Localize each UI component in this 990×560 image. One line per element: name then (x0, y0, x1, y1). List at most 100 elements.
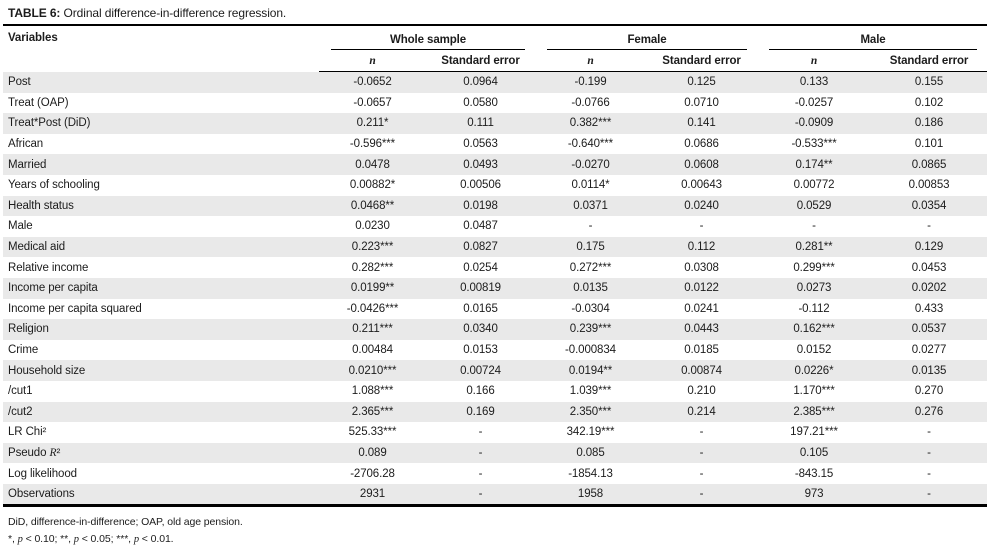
table-row: African -0.596*** 0.0563 -0.640*** 0.0686 -0.… (3, 134, 987, 155)
value-cell: 1.088*** (351, 385, 394, 398)
value-cell: 0.0194** (568, 364, 613, 377)
group-header-row: Variables Whole sample Female Male (3, 26, 987, 50)
value-cell: -0.0270 (571, 158, 610, 171)
value-cell: 0.0153 (463, 344, 498, 357)
value-cell: 525.33*** (348, 426, 397, 439)
coef-header-female: n (535, 50, 646, 72)
variable-cell: Post (8, 76, 31, 89)
value-cell: 0.129 (914, 241, 944, 254)
table-row: Crime 0.00484 0.0153 -0.000834 0.0185 0.0152 0… (3, 340, 987, 361)
value-cell: - (699, 488, 704, 501)
variable-cell: Religion (8, 323, 49, 336)
value-cell: -843.15 (794, 467, 834, 480)
value-cell: 0.272*** (569, 261, 612, 274)
variable-cell: Household size (8, 364, 86, 377)
table-title-label: TABLE 6: (8, 6, 61, 20)
value-cell: 0.085 (576, 446, 605, 459)
value-cell: 0.0226* (794, 364, 834, 377)
coef-header-whole-sample: n (319, 50, 426, 72)
value-cell: 0.101 (914, 138, 944, 151)
value-cell: 0.0254 (463, 261, 498, 274)
value-cell: -0.0657 (353, 96, 392, 109)
group-header-whole-sample: Whole sample (319, 26, 535, 50)
value-cell: - (927, 488, 931, 501)
value-cell: 0.214 (687, 405, 716, 418)
value-cell: 0.0277 (911, 344, 947, 357)
variable-cell: Relative income (8, 261, 89, 274)
value-cell: 0.0199** (350, 282, 395, 295)
value-cell: 0.0152 (796, 344, 832, 357)
value-cell: 0.0210*** (348, 364, 397, 377)
value-cell: 0.102 (914, 96, 944, 109)
table-row: Religion 0.211*** 0.0340 0.239*** 0.0443 0.16… (3, 319, 988, 340)
value-cell: 1958 (577, 488, 604, 501)
value-cell: 0.00819 (460, 282, 501, 295)
value-cell: 0.0443 (684, 323, 719, 336)
value-cell: -1854.13 (568, 467, 613, 480)
variable-cell: /cut2 (8, 405, 33, 418)
value-cell: 0.0230 (355, 220, 390, 233)
value-cell: 0.089 (358, 446, 387, 459)
variable-cell: Pseudo R² (8, 446, 61, 459)
value-cell: 0.239*** (569, 323, 612, 336)
value-cell: 0.105 (799, 446, 829, 459)
table-row: Log likelihood -2706.28 - -1854.13 - -843.15 - (3, 463, 987, 484)
value-cell: 0.166 (466, 385, 495, 398)
value-cell: 0.00853 (908, 179, 950, 192)
variable-cell: Treat (OAP) (8, 96, 69, 109)
value-cell: 0.0308 (684, 261, 719, 274)
value-cell: - (927, 446, 931, 459)
value-cell: 0.0240 (684, 199, 719, 212)
value-cell: - (699, 467, 704, 480)
table-header: Variables Whole sample Female Male n Sta… (3, 26, 988, 72)
value-cell: 342.19*** (566, 426, 615, 439)
value-cell: 2.365*** (351, 405, 394, 418)
value-cell: 0.0165 (463, 302, 498, 315)
value-cell: 0.174** (795, 158, 833, 171)
value-cell: 0.0580 (463, 96, 498, 109)
group-label-female: Female (547, 34, 748, 50)
variable-cell: Married (8, 158, 47, 171)
value-cell: -0.199 (574, 76, 607, 89)
value-cell: 0.125 (687, 76, 716, 89)
value-cell: 0.175 (576, 241, 605, 254)
se-header-male: Standard error (871, 50, 988, 72)
value-cell: 0.0827 (463, 241, 498, 254)
variable-cell: African (8, 138, 44, 151)
variable-cell: Treat*Post (DiD) (8, 117, 91, 130)
se-header-female: Standard error (646, 50, 758, 72)
value-cell: 1.039*** (569, 385, 612, 398)
value-cell: 0.0114* (571, 179, 610, 192)
value-cell: - (927, 467, 931, 480)
value-cell: 0.0478 (355, 158, 390, 171)
value-cell: 0.0135 (573, 282, 608, 295)
value-cell: 0.299*** (793, 261, 835, 274)
value-cell: - (699, 220, 704, 233)
value-cell: 2.385*** (793, 405, 835, 418)
value-cell: 0.210 (687, 385, 716, 398)
value-cell: 0.0371 (573, 199, 608, 212)
value-cell: 0.00772 (793, 179, 835, 192)
value-cell: 0.111 (467, 117, 494, 130)
value-cell: -0.533*** (791, 138, 837, 151)
value-cell: -0.0426*** (346, 302, 399, 315)
table-row: LR Chi² 525.33*** - 342.19*** - 197.21*** - (3, 422, 987, 443)
value-cell: 0.0241 (684, 302, 719, 315)
value-cell: - (927, 220, 931, 233)
value-cell: 973 (804, 488, 824, 501)
footnote-line: DiD, difference-in-difference; OAP, old … (8, 516, 243, 529)
group-label-whole-sample: Whole sample (331, 34, 525, 50)
value-cell: 0.0529 (796, 199, 832, 212)
value-cell: 0.133 (799, 76, 829, 89)
value-cell: 0.162*** (793, 323, 835, 336)
value-cell: -0.0304 (571, 302, 610, 315)
group-header-male: Male (757, 26, 987, 50)
subheader-row: n Standard error n Standard error n Stan… (3, 50, 988, 72)
value-cell: 0.00882* (349, 179, 396, 192)
value-cell: 0.0354 (911, 199, 947, 212)
value-cell: - (478, 467, 483, 480)
value-cell: 0.0198 (463, 199, 498, 212)
value-cell: - (588, 220, 593, 233)
value-cell: -0.0652 (353, 76, 392, 89)
value-cell: 0.282*** (351, 261, 394, 274)
